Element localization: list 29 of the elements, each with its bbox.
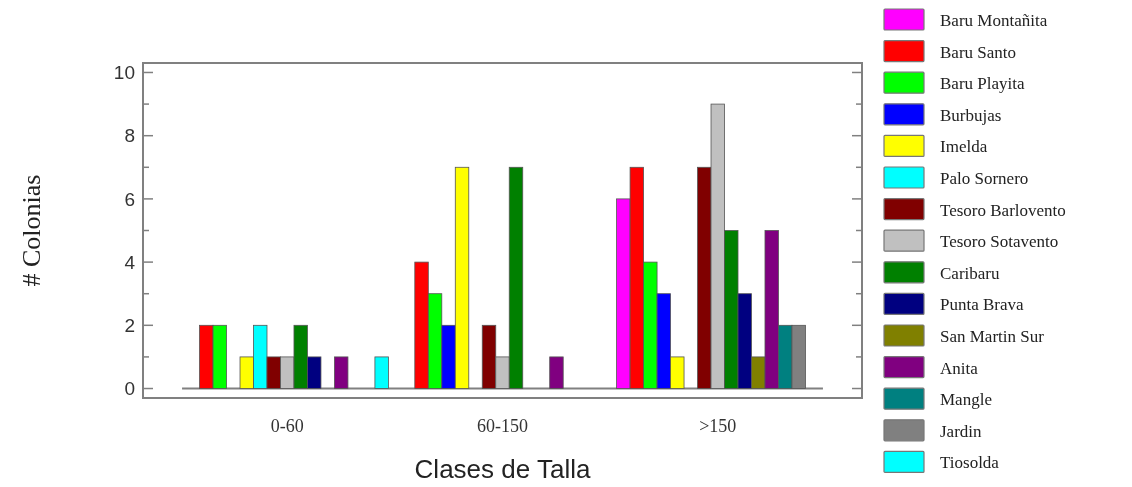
x-tick-label: >150 <box>699 416 737 436</box>
y-tick-label: 0 <box>124 378 135 400</box>
legend-label: Baru Santo <box>940 42 1017 62</box>
legend-label: Palo Sornero <box>940 168 1029 188</box>
y-tick-label: 4 <box>124 251 136 273</box>
legend-label: Burbujas <box>940 105 1002 125</box>
y-tick-label: 8 <box>124 125 135 147</box>
legend-label: Baru Playita <box>940 74 1025 94</box>
legend-label: Imelda <box>940 137 988 157</box>
x-axis-title: Clases de Talla <box>414 454 591 484</box>
legend-label: Caribaru <box>940 263 1000 283</box>
legend-label: Tesoro Barlovento <box>940 200 1066 220</box>
legend-label: Tesoro Sotavento <box>940 232 1059 252</box>
x-tick-label: 60-150 <box>477 416 528 436</box>
bar <box>374 356 389 389</box>
bar <box>334 356 349 389</box>
legend-label: Mangle <box>940 390 992 410</box>
legend-label: Jardin <box>940 421 983 441</box>
legend-label: Tiosolda <box>940 453 1000 473</box>
y-axis-title: # Colonias <box>17 174 46 287</box>
y-tick-label: 6 <box>124 188 135 210</box>
x-tick-label: 0-60 <box>270 416 304 436</box>
legend-label: Anita <box>940 358 979 378</box>
legend-label: San Martin Sur <box>940 326 1045 346</box>
y-tick-label: 2 <box>124 314 135 336</box>
y-tick-label: 10 <box>113 62 135 84</box>
legend-label: Punta Brava <box>940 295 1025 315</box>
legend-label: Baru Montañita <box>940 10 1048 30</box>
bar <box>549 356 564 389</box>
